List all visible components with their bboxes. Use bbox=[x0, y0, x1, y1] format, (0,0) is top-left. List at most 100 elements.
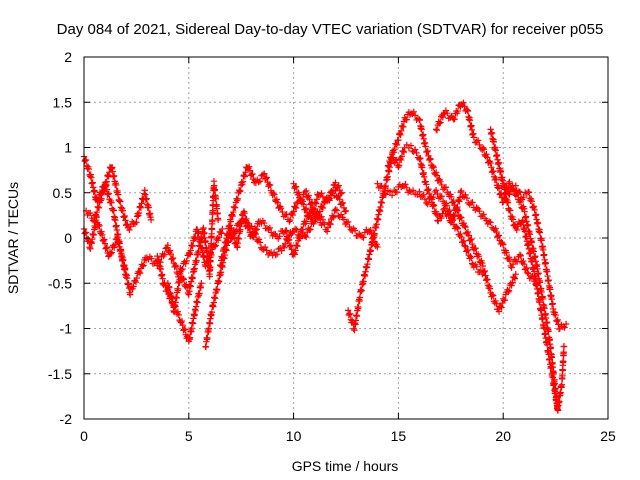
data-point bbox=[465, 232, 473, 239]
data-point bbox=[196, 290, 203, 297]
data-point bbox=[104, 171, 112, 179]
data-point bbox=[312, 216, 319, 224]
data-point bbox=[308, 214, 315, 222]
data-point bbox=[338, 200, 346, 207]
data-point bbox=[200, 224, 207, 232]
series-track bbox=[217, 163, 327, 269]
data-point bbox=[452, 207, 459, 214]
data-point bbox=[226, 222, 233, 229]
data-point bbox=[166, 247, 174, 254]
data-point bbox=[425, 185, 432, 193]
data-point bbox=[327, 221, 334, 228]
data-point bbox=[261, 219, 268, 227]
data-point bbox=[262, 175, 270, 182]
data-point bbox=[503, 182, 510, 190]
data-point bbox=[324, 224, 332, 231]
data-point bbox=[535, 270, 542, 277]
data-point bbox=[509, 216, 517, 223]
data-point bbox=[175, 311, 182, 319]
data-point bbox=[462, 191, 469, 199]
data-point bbox=[506, 257, 514, 265]
data-point bbox=[174, 285, 182, 293]
data-point bbox=[552, 311, 559, 319]
data-point bbox=[166, 283, 173, 291]
data-point bbox=[500, 241, 507, 248]
data-point bbox=[110, 244, 118, 251]
data-point bbox=[325, 196, 333, 203]
data-point bbox=[168, 293, 175, 300]
data-point bbox=[230, 203, 238, 211]
data-point bbox=[543, 319, 551, 326]
data-point bbox=[398, 122, 406, 129]
data-point bbox=[138, 200, 145, 207]
data-point bbox=[133, 219, 140, 226]
data-point bbox=[329, 186, 337, 194]
data-point bbox=[554, 406, 561, 414]
data-point bbox=[240, 218, 248, 225]
data-point bbox=[221, 244, 228, 251]
data-point bbox=[180, 276, 187, 283]
data-point bbox=[103, 186, 111, 193]
data-point bbox=[136, 268, 143, 276]
data-point bbox=[350, 325, 357, 332]
data-point bbox=[188, 324, 195, 332]
data-point bbox=[462, 243, 469, 250]
data-point bbox=[224, 231, 232, 238]
data-point bbox=[212, 295, 219, 302]
data-point bbox=[464, 246, 472, 254]
data-point bbox=[430, 164, 437, 171]
data-point bbox=[411, 146, 419, 153]
data-point bbox=[356, 230, 363, 238]
data-point bbox=[112, 216, 119, 224]
data-point bbox=[273, 196, 281, 203]
data-point bbox=[515, 188, 523, 195]
data-point bbox=[549, 374, 556, 381]
data-point bbox=[337, 211, 345, 218]
data-point bbox=[301, 188, 308, 196]
data-point bbox=[548, 364, 555, 372]
data-point bbox=[371, 230, 378, 237]
data-point bbox=[256, 239, 264, 246]
data-point bbox=[95, 204, 103, 212]
data-point bbox=[476, 141, 483, 149]
data-point bbox=[528, 198, 536, 205]
data-point bbox=[395, 162, 403, 169]
data-point bbox=[457, 230, 464, 238]
data-point bbox=[498, 304, 505, 311]
data-point bbox=[409, 187, 417, 194]
data-point bbox=[422, 178, 429, 185]
data-point bbox=[110, 207, 117, 214]
data-point bbox=[433, 172, 441, 179]
data-point bbox=[430, 201, 437, 208]
data-point bbox=[512, 257, 519, 265]
data-point bbox=[114, 191, 122, 198]
data-point bbox=[497, 168, 505, 175]
data-point bbox=[293, 226, 300, 233]
data-point bbox=[274, 199, 281, 206]
series-track bbox=[80, 214, 130, 278]
data-point bbox=[355, 303, 362, 311]
data-point bbox=[291, 251, 299, 258]
data-point bbox=[425, 152, 432, 160]
data-point bbox=[306, 196, 313, 203]
data-point bbox=[501, 296, 509, 304]
data-point bbox=[392, 140, 400, 148]
data-point bbox=[521, 208, 528, 215]
data-point bbox=[133, 274, 141, 282]
data-point bbox=[534, 220, 542, 227]
x-axis-label: GPS time / hours bbox=[292, 458, 399, 474]
data-point bbox=[440, 206, 447, 213]
data-point bbox=[132, 278, 140, 286]
data-point bbox=[145, 204, 152, 211]
data-point bbox=[231, 228, 239, 236]
data-point bbox=[155, 256, 163, 264]
data-point bbox=[351, 326, 358, 334]
series-track bbox=[374, 180, 540, 288]
data-point bbox=[277, 205, 285, 212]
data-point bbox=[81, 157, 88, 165]
data-point bbox=[316, 208, 323, 215]
data-point bbox=[544, 341, 551, 348]
data-point bbox=[189, 274, 196, 282]
data-point bbox=[451, 115, 458, 123]
data-point bbox=[104, 172, 111, 180]
